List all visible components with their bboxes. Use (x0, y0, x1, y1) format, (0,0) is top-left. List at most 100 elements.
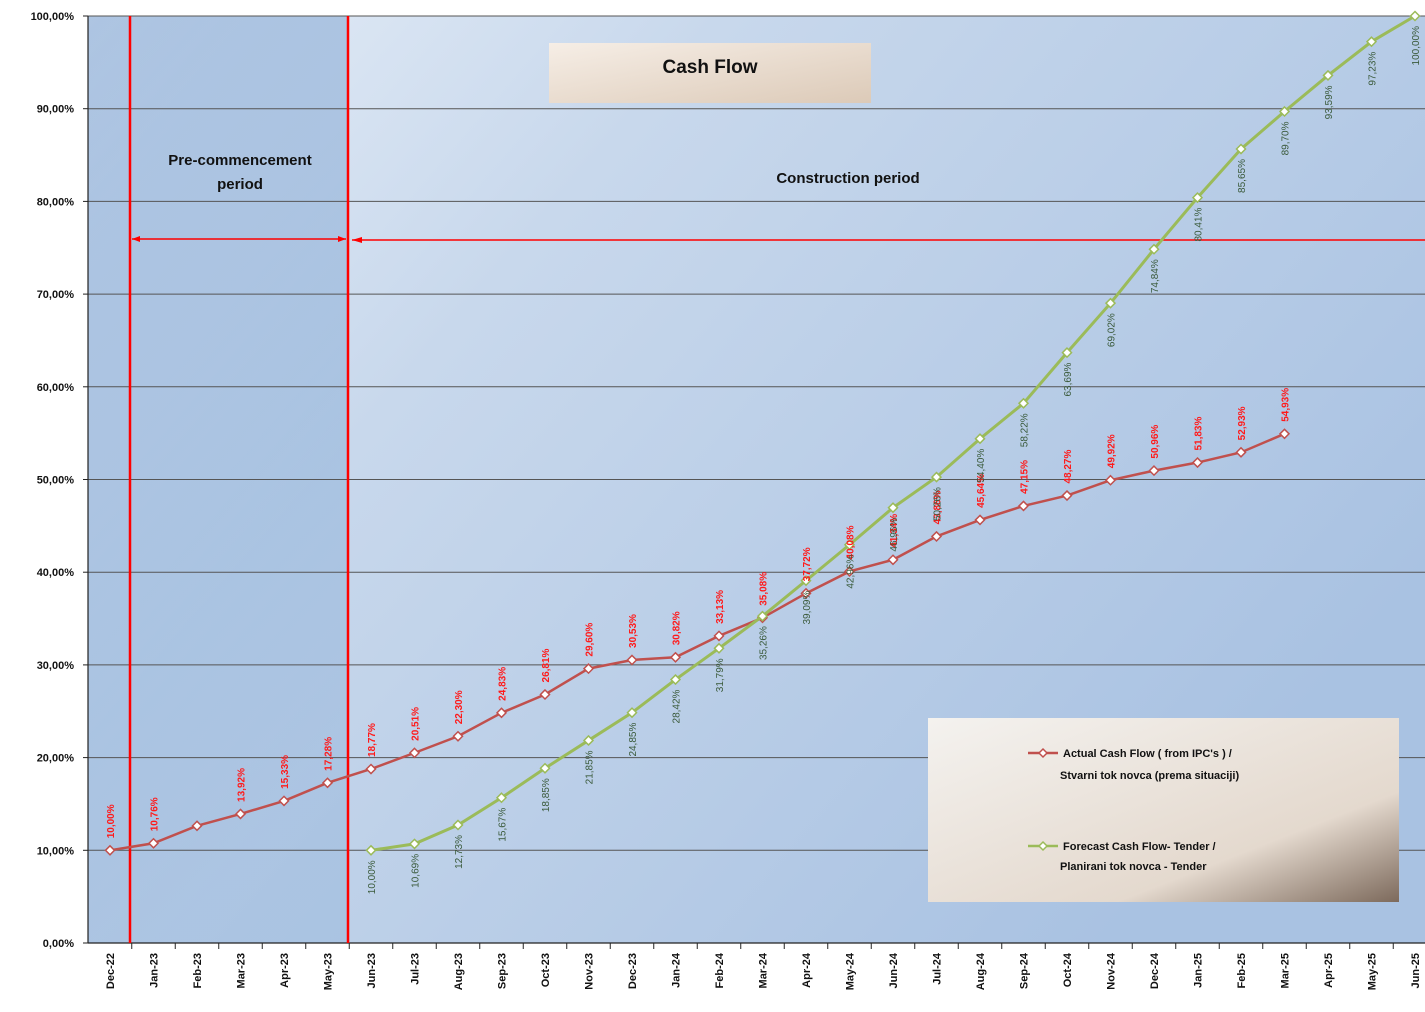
legend-forecast-marker (1037, 840, 1049, 852)
actual-data-label: 50,96% (1150, 425, 1161, 459)
x-tick-label: Jan-24 (671, 952, 683, 988)
actual-point (234, 808, 247, 820)
construction-arrow-head (352, 237, 362, 243)
forecast-point (1365, 36, 1378, 48)
forecast-data-label: 31,79% (715, 658, 726, 692)
forecast-point (582, 734, 595, 747)
actual-data-label: 43,86% (933, 490, 944, 524)
actual-point (974, 514, 986, 526)
x-tick-label: Jun-24 (888, 952, 900, 988)
forecast-data-label: 35,26% (759, 626, 770, 660)
construction-period-label: Construction period (776, 170, 919, 187)
actual-point (495, 707, 508, 719)
x-tick-label: Dec-24 (1149, 952, 1161, 989)
actual-data-label: 26,81% (541, 648, 552, 682)
forecast-point (1409, 10, 1421, 22)
actual-point (713, 630, 725, 642)
x-tick-label: Feb-24 (714, 952, 726, 988)
x-tick-label: Apr-23 (279, 953, 291, 988)
actual-point (1148, 465, 1160, 477)
actual-data-label: 15,33% (280, 755, 291, 789)
forecast-point (669, 673, 682, 686)
x-tick-label: May-25 (1367, 953, 1379, 990)
y-axis: 0,00% 10,00% 20,00% 30,00% 40,00% 50,00% 60,00… (31, 11, 89, 950)
actual-data-label: 54,93% (1281, 388, 1292, 422)
forecast-data-label: 69,02% (1107, 313, 1118, 347)
forecast-point (1235, 143, 1247, 155)
forecast-point (1017, 397, 1030, 409)
forecast-data-label: 97,23% (1368, 52, 1379, 86)
y-tick-label: 10,00% (37, 845, 75, 857)
data-labels-layer: 10,00% 10,76% 13,92% 15,33% 17,28% 18,77% 20,5… (106, 26, 1422, 894)
x-tick-label: Jun-23 (366, 953, 378, 988)
x-tick-label: Apr-25 (1323, 953, 1335, 988)
legend-actual-label: Actual Cash Flow ( from IPC's ) / (1063, 748, 1232, 760)
actual-data-label: 20,51% (411, 707, 422, 741)
actual-point (1017, 500, 1030, 512)
y-tick-label: 60,00% (37, 382, 75, 394)
y-tick-label: 50,00% (37, 475, 75, 487)
x-tick-label: Dec-22 (105, 953, 117, 989)
legend-box (928, 718, 1399, 902)
actual-point (669, 651, 682, 663)
y-tick-label: 70,00% (37, 289, 75, 301)
actual-point (365, 763, 377, 775)
actual-point (1104, 474, 1117, 486)
actual-point (408, 747, 421, 759)
y-tick-label: 30,00% (37, 660, 75, 672)
x-tick-label: Jun-25 (1410, 953, 1422, 988)
legend-forecast-label: Forecast Cash Flow- Tender / (1063, 841, 1216, 853)
forecast-point (1191, 192, 1204, 204)
actual-data-label: 10,00% (106, 804, 117, 838)
actual-data-label: 37,72% (802, 547, 813, 581)
forecast-data-label: 21,85% (585, 750, 596, 784)
actual-point (278, 795, 290, 807)
forecast-point (1278, 105, 1291, 118)
x-tick-label: Feb-25 (1236, 953, 1248, 988)
forecast-point (713, 642, 725, 654)
actual-point (930, 530, 943, 542)
pre-commencement-arrow-right (338, 236, 346, 242)
actual-point (582, 663, 595, 675)
x-tick-label: May-23 (323, 953, 335, 990)
x-tick-label: Nov-23 (584, 953, 596, 990)
legend-actual-label-line2: Stvarni tok novca (prema situaciji) (1060, 770, 1239, 782)
actual-data-label: 13,92% (237, 768, 248, 802)
actual-data-label: 30,53% (628, 614, 639, 648)
actual-data-label: 24,83% (498, 667, 509, 701)
x-tick-label: May-24 (845, 952, 857, 990)
actual-data-label: 30,82% (672, 611, 683, 645)
y-tick-label: 90,00% (37, 104, 75, 116)
forecast-data-label: 85,65% (1237, 159, 1248, 193)
actual-data-label: 49,92% (1107, 434, 1118, 468)
actual-point (1278, 428, 1291, 440)
actual-point (191, 820, 203, 832)
title-box (549, 43, 871, 103)
actual-data-label: 51,83% (1194, 417, 1205, 451)
actual-point (147, 837, 160, 849)
x-tick-label: Mar-25 (1280, 953, 1292, 988)
forecast-data-label: 93,59% (1324, 85, 1335, 119)
y-tick-label: 20,00% (37, 753, 75, 765)
forecast-point (408, 838, 421, 850)
actual-data-label: 35,08% (759, 572, 770, 606)
actual-data-label: 33,13% (715, 590, 726, 624)
forecast-data-label: 42,96% (846, 555, 857, 589)
x-tick-label: Sep-23 (497, 953, 509, 989)
actual-data-label: 18,77% (367, 723, 378, 757)
forecast-point (452, 819, 464, 831)
actual-point (800, 587, 812, 599)
x-tick-label: Apr-24 (801, 952, 813, 988)
legend-forecast-label-line2: Planirani tok novca - Tender (1060, 861, 1207, 873)
actual-data-label: 41,34% (889, 514, 900, 548)
forecast-data-label: 46,96% (889, 518, 900, 552)
y-tick-label: 100,00% (31, 11, 75, 23)
forecast-data-label: 12,73% (454, 835, 465, 869)
x-tick-label: Aug-24 (975, 952, 987, 990)
forecast-data-label: 100,00% (1411, 26, 1422, 66)
actual-point (887, 554, 899, 566)
x-tick-label: Nov-24 (1106, 952, 1118, 990)
y-tick-label: 80,00% (37, 196, 75, 208)
